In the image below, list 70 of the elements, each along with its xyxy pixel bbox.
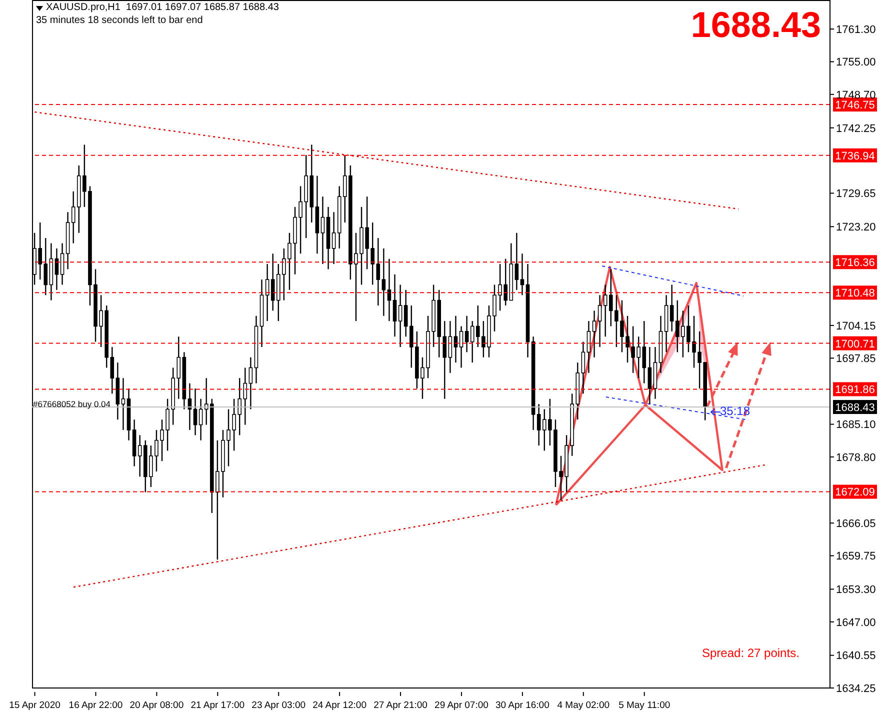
y-tick-label: 1634.25 <box>836 682 876 695</box>
y-tick-label: 1685.10 <box>836 419 876 432</box>
ref-line-label: 1688.43 <box>835 402 875 414</box>
candlestick <box>60 242 64 286</box>
candlestick <box>248 356 253 410</box>
ref-line-label: 1716.36 <box>835 257 875 270</box>
x-tick-label: 27 Apr 21:00 <box>374 700 428 711</box>
annotation: Spread: 27 points. <box>702 646 800 660</box>
candlestick <box>670 284 674 332</box>
candlestick <box>332 212 336 265</box>
ref-line-label: 1736.94 <box>835 150 875 162</box>
x-tick-label: 23 Apr 03:00 <box>252 700 306 711</box>
candlestick <box>404 289 408 338</box>
candlestick <box>138 434 142 478</box>
x-tick-label: 29 Apr 07:00 <box>434 700 488 711</box>
y-tick-label: 1755.00 <box>836 56 876 69</box>
candlestick <box>603 284 608 338</box>
y-tick-label: 1640.55 <box>836 650 876 662</box>
x-tick-label: 16 Apr 22:00 <box>68 700 123 711</box>
candlestick <box>470 320 474 364</box>
y-tick-label: 1704.15 <box>836 320 876 332</box>
y-tick-label: 1659.75 <box>836 550 876 563</box>
x-tick-label: 5 May 11:00 <box>618 700 670 711</box>
y-tick-label: 1697.85 <box>836 353 876 366</box>
x-tick-label: 21 Apr 17:00 <box>190 700 245 711</box>
candlestick <box>514 232 519 291</box>
y-tick-label: 1729.65 <box>836 188 876 200</box>
x-tick-label: 24 Apr 12:00 <box>312 700 367 711</box>
candlestick <box>71 190 76 244</box>
y-tick-label: 1678.80 <box>836 452 876 464</box>
ref-line-label: 1746.75 <box>835 100 875 112</box>
candlestick <box>448 320 452 374</box>
annotation: 1688.43 <box>690 4 821 46</box>
candlestick <box>270 253 275 312</box>
y-tick-label: 1761.30 <box>836 24 876 36</box>
chart-title: XAUUSD.pro,H1 1697.01 1697.07 1685.87 1688.43 <box>46 2 279 13</box>
x-tick-label: 4 May 02:00 <box>557 700 610 711</box>
candlestick <box>536 403 541 446</box>
ref-line-label: 1700.71 <box>835 338 875 350</box>
text: 35 minutes 18 seconds left to bar end <box>36 15 203 26</box>
y-tick-label: 1653.30 <box>836 584 876 596</box>
candlestick <box>398 284 402 348</box>
ref-line-label: 1710.48 <box>835 288 875 300</box>
x-tick-label: 20 Apr 08:00 <box>130 700 184 711</box>
candlestick <box>598 294 602 348</box>
candlestick <box>520 253 524 296</box>
candlestick <box>382 248 386 316</box>
y-tick-label: 1723.20 <box>836 222 876 234</box>
candlestick <box>392 274 397 338</box>
ref-line-label: 1672.09 <box>835 486 875 499</box>
candlestick <box>459 326 464 368</box>
annotation: #67668052 buy 0.04 <box>33 399 111 409</box>
candlestick <box>54 248 59 291</box>
candlestick <box>581 341 586 394</box>
annotation: 35:18 <box>720 404 750 418</box>
candlestick <box>586 320 591 374</box>
y-tick-label: 1742.25 <box>836 122 876 135</box>
candlestick <box>454 315 458 364</box>
candlestick <box>198 398 203 441</box>
ref-line-label: 1691.86 <box>835 384 875 396</box>
candlestick <box>592 310 596 358</box>
y-tick-label: 1666.05 <box>836 518 876 530</box>
x-tick-label: 15 Apr 2020 <box>9 700 60 711</box>
candlestick <box>464 315 469 353</box>
y-tick-label: 1647.00 <box>836 616 876 629</box>
x-tick-label: 30 Apr 16:00 <box>495 700 550 711</box>
candlestick <box>193 388 198 436</box>
candlestick <box>648 346 652 405</box>
candlestick <box>320 196 325 265</box>
candlestick <box>121 378 126 431</box>
